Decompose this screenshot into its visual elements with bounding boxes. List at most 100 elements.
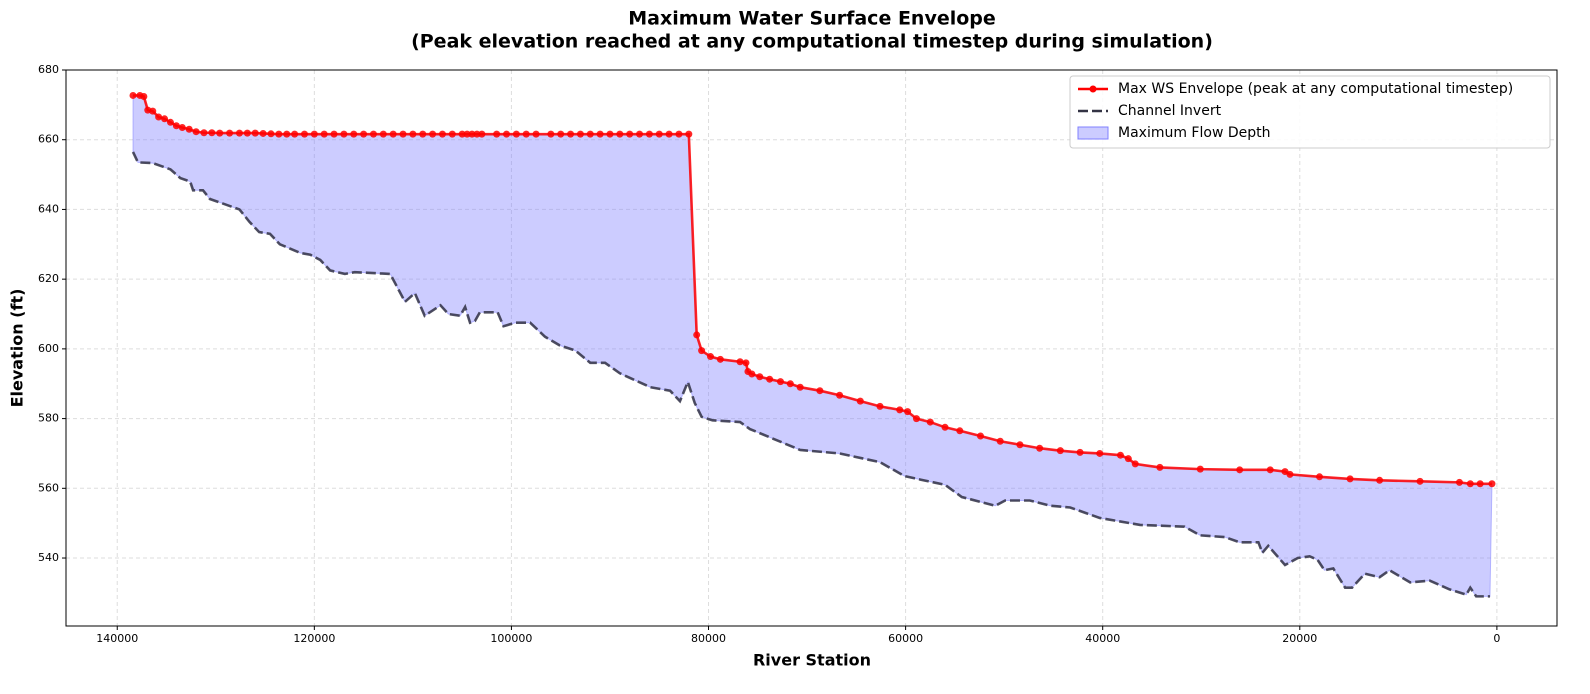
data-point xyxy=(1156,463,1164,471)
data-point xyxy=(1236,466,1244,474)
data-point xyxy=(275,130,283,138)
data-point xyxy=(896,406,904,414)
data-point xyxy=(977,432,985,440)
data-point xyxy=(1131,460,1139,468)
data-point xyxy=(340,130,348,138)
x-tick-label: 0 xyxy=(1493,632,1500,645)
data-point xyxy=(1124,455,1132,463)
flow-depth-area xyxy=(132,94,1493,597)
data-point xyxy=(786,380,794,388)
x-tick-label: 20000 xyxy=(1282,632,1317,645)
y-tick-label: 600 xyxy=(38,342,59,355)
data-point xyxy=(756,373,764,381)
data-point xyxy=(876,402,884,410)
x-tick-label: 60000 xyxy=(888,632,923,645)
data-point xyxy=(1016,441,1024,449)
data-point xyxy=(693,331,701,339)
data-point xyxy=(1476,480,1484,488)
data-point xyxy=(1416,477,1424,485)
data-point xyxy=(310,130,318,138)
legend-box xyxy=(1069,75,1551,149)
data-point xyxy=(675,130,683,138)
y-tick-label: 540 xyxy=(38,551,59,564)
legend-label: Max WS Envelope (peak at any computation… xyxy=(1118,81,1513,97)
data-point xyxy=(1316,473,1324,481)
x-tick-label: 80000 xyxy=(691,632,726,645)
data-point xyxy=(1488,480,1496,488)
data-point xyxy=(243,129,251,137)
x-axis-label: River Station xyxy=(753,651,871,670)
data-point xyxy=(665,130,673,138)
data-point xyxy=(149,107,157,115)
data-point xyxy=(1286,470,1294,478)
data-point xyxy=(473,130,481,138)
data-point xyxy=(360,130,368,138)
data-point xyxy=(742,359,750,367)
series-line xyxy=(133,94,1492,486)
data-point xyxy=(166,118,174,126)
data-point xyxy=(645,130,653,138)
x-tick-label: 40000 xyxy=(1085,632,1120,645)
chart-subtitle: (Peak elevation reached at any computati… xyxy=(411,31,1213,53)
data-point xyxy=(399,130,407,138)
data-point xyxy=(1056,447,1064,455)
data-point xyxy=(129,91,137,99)
data-point xyxy=(996,437,1004,445)
data-point xyxy=(172,122,180,130)
data-point xyxy=(283,130,291,138)
legend-swatch xyxy=(1077,126,1109,140)
data-point xyxy=(259,129,267,137)
data-point xyxy=(557,130,565,138)
data-point xyxy=(178,124,186,132)
data-point xyxy=(155,113,163,121)
data-point xyxy=(926,418,934,426)
data-point xyxy=(716,355,724,363)
data-point xyxy=(291,130,299,138)
data-point xyxy=(458,130,466,138)
data-point xyxy=(1466,480,1474,488)
data-point xyxy=(856,397,864,405)
data-point xyxy=(192,128,200,136)
data-point xyxy=(816,387,824,395)
legend-label: Channel Invert xyxy=(1118,103,1222,119)
data-point xyxy=(1376,476,1384,484)
data-point xyxy=(626,130,634,138)
series-line xyxy=(131,151,1490,598)
data-point xyxy=(235,129,243,137)
data-point xyxy=(226,129,234,137)
data-point xyxy=(1036,444,1044,452)
data-point xyxy=(200,129,208,137)
data-point xyxy=(776,378,784,386)
data-point xyxy=(567,130,575,138)
y-tick-label: 660 xyxy=(38,133,59,146)
x-tick-label: 120000 xyxy=(293,632,335,645)
y-tick-label: 560 xyxy=(38,481,59,494)
data-point xyxy=(596,130,604,138)
data-point xyxy=(140,92,148,100)
legend-marker xyxy=(1089,85,1097,93)
data-point xyxy=(330,130,338,138)
data-point xyxy=(616,130,624,138)
data-point xyxy=(503,130,511,138)
data-point xyxy=(956,427,964,435)
data-point xyxy=(766,375,774,383)
data-point xyxy=(904,408,912,416)
data-point xyxy=(409,130,417,138)
data-point xyxy=(1455,478,1463,486)
data-point xyxy=(208,129,216,137)
data-point xyxy=(438,130,446,138)
x-tick-label: 100000 xyxy=(490,632,532,645)
data-point xyxy=(512,130,520,138)
data-point xyxy=(1266,466,1274,474)
data-point xyxy=(419,130,427,138)
data-point xyxy=(1196,465,1204,473)
data-point xyxy=(429,130,437,138)
y-tick-label: 620 xyxy=(38,272,59,285)
data-point xyxy=(941,423,949,431)
data-point xyxy=(1116,451,1124,459)
data-point xyxy=(685,130,693,138)
data-point xyxy=(636,130,644,138)
data-point xyxy=(736,358,744,366)
data-point xyxy=(912,415,920,423)
